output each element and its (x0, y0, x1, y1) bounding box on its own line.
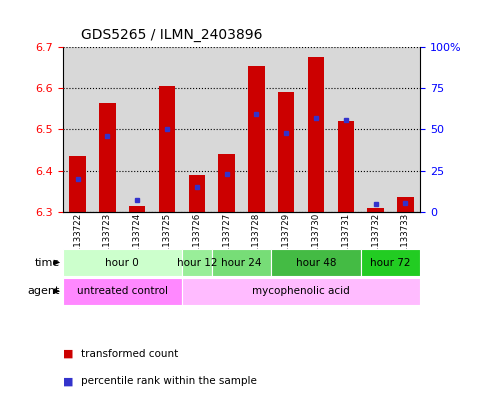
Bar (152, 47, 182, 212)
Bar (182, 249, 212, 276)
Text: hour 72: hour 72 (370, 257, 411, 268)
Text: transformed count: transformed count (81, 349, 178, 359)
Bar (361, 249, 420, 276)
Bar (242, 47, 271, 212)
Bar (122, 47, 152, 212)
Bar (397, 197, 413, 212)
Bar (248, 66, 265, 212)
Bar (63, 278, 182, 305)
Text: untreated control: untreated control (77, 286, 168, 296)
Bar (129, 206, 145, 212)
Bar (212, 249, 271, 276)
Bar (159, 86, 175, 212)
Bar (63, 47, 93, 212)
Bar (212, 47, 242, 212)
Bar (189, 175, 205, 212)
Bar (278, 92, 294, 212)
Bar (361, 47, 390, 212)
Text: hour 12: hour 12 (177, 257, 217, 268)
Bar (63, 249, 182, 276)
Bar (390, 47, 420, 212)
Bar (182, 47, 212, 212)
Text: agent: agent (28, 286, 60, 296)
Text: ■: ■ (63, 376, 73, 386)
Bar (368, 208, 384, 212)
Bar (331, 47, 361, 212)
Bar (218, 154, 235, 212)
Text: mycophenolic acid: mycophenolic acid (252, 286, 350, 296)
Bar (338, 121, 354, 212)
Bar (70, 156, 86, 212)
Text: hour 48: hour 48 (296, 257, 336, 268)
Bar (308, 57, 324, 212)
Text: percentile rank within the sample: percentile rank within the sample (81, 376, 257, 386)
Bar (271, 47, 301, 212)
Text: hour 24: hour 24 (221, 257, 262, 268)
Bar (99, 103, 115, 212)
Bar (301, 47, 331, 212)
Text: ■: ■ (63, 349, 73, 359)
Text: GDS5265 / ILMN_2403896: GDS5265 / ILMN_2403896 (81, 28, 262, 42)
Bar (93, 47, 122, 212)
Bar (182, 278, 420, 305)
Text: hour 0: hour 0 (105, 257, 139, 268)
Bar (271, 249, 361, 276)
Text: time: time (35, 257, 60, 268)
